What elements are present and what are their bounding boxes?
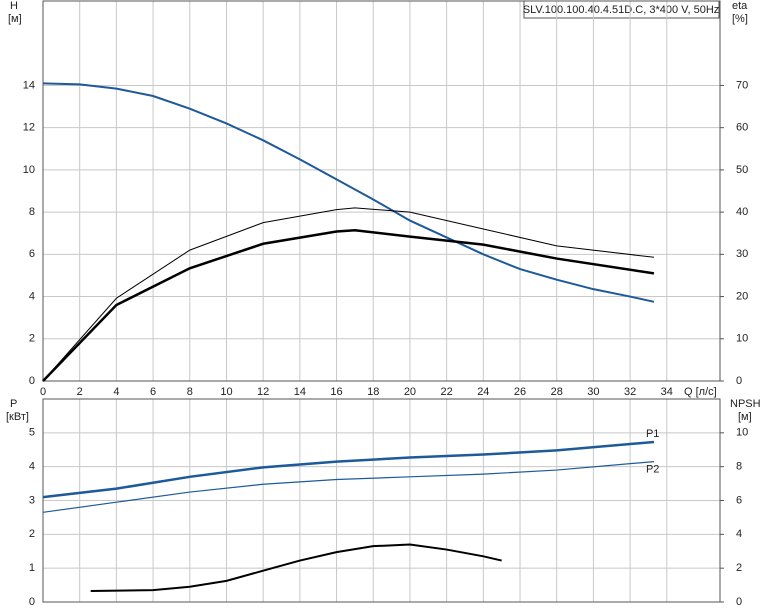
x-tick-label: 8 [187, 386, 193, 398]
curve [42, 460, 655, 513]
curve [42, 82, 655, 303]
y2-tick-label: 30 [736, 248, 748, 260]
x-tick-label: 16 [330, 386, 342, 398]
y-unit: [м] [8, 13, 22, 25]
x-tick-label: 22 [441, 386, 453, 398]
x-label: Q [л/с] [684, 386, 717, 398]
y-tick-label: 5 [29, 427, 35, 439]
x-tick-label: 12 [257, 386, 269, 398]
y-tick-label: 2 [29, 333, 35, 345]
y-tick-label: 6 [29, 248, 35, 260]
x-tick-label: 10 [220, 386, 232, 398]
curve [90, 543, 502, 593]
y-tick-label: 0 [29, 375, 35, 387]
y-tick-label: 1 [29, 562, 35, 574]
x-tick-label: 6 [150, 386, 156, 398]
x-tick-label: 24 [477, 386, 489, 398]
y2-tick-label: 60 [736, 122, 748, 134]
y2-tick-label: 2 [736, 562, 742, 574]
y-tick-label: 4 [29, 461, 35, 473]
y-label: P [10, 398, 17, 410]
x-tick-label: 32 [624, 386, 636, 398]
y-tick-label: 12 [23, 122, 35, 134]
y-tick-label: 14 [23, 79, 35, 91]
y2-label: NPSH [730, 398, 761, 410]
y-label: H [10, 0, 18, 12]
y-unit: [кВт] [6, 411, 29, 423]
x-tick-label: 34 [661, 386, 673, 398]
x-tick-label: 14 [294, 386, 306, 398]
x-tick-label: 18 [367, 386, 379, 398]
plot-frame [42, 0, 721, 382]
x-tick-label: 2 [77, 386, 83, 398]
y2-tick-label: 70 [736, 79, 748, 91]
y2-tick-label: 0 [736, 596, 742, 608]
y2-tick-label: 4 [736, 528, 742, 540]
curve [42, 229, 655, 382]
y-tick-label: 10 [23, 164, 35, 176]
chart-title: SLV.100.100.40.4.51D.C, 3*400 V, 50Hz [523, 4, 720, 16]
plot-frame [42, 398, 721, 603]
y-tick-label: 4 [29, 290, 35, 302]
y-tick-label: 8 [29, 206, 35, 218]
curve [42, 440, 655, 499]
y2-tick-label: 40 [736, 206, 748, 218]
x-tick-label: 20 [404, 386, 416, 398]
x-tick-label: 26 [514, 386, 526, 398]
y2-unit: [м] [738, 411, 752, 423]
y2-tick-label: 10 [736, 333, 748, 345]
y-tick-label: 3 [29, 494, 35, 506]
y2-tick-label: 50 [736, 164, 748, 176]
y2-tick-label: 8 [736, 461, 742, 473]
y2-tick-label: 20 [736, 290, 748, 302]
x-tick-label: 0 [40, 386, 46, 398]
curve-label: P2 [646, 463, 659, 475]
x-tick-label: 30 [587, 386, 599, 398]
curve [42, 207, 655, 382]
y2-tick-label: 6 [736, 494, 742, 506]
x-tick-label: 4 [113, 386, 119, 398]
y2-tick-label: 10 [736, 427, 748, 439]
y-tick-label: 2 [29, 528, 35, 540]
curve-label: P1 [646, 428, 659, 440]
y2-label: eta [732, 0, 748, 12]
y-tick-label: 0 [29, 596, 35, 608]
y2-unit: [%] [732, 13, 748, 25]
y2-tick-label: 0 [736, 375, 742, 387]
x-tick-label: 28 [551, 386, 563, 398]
